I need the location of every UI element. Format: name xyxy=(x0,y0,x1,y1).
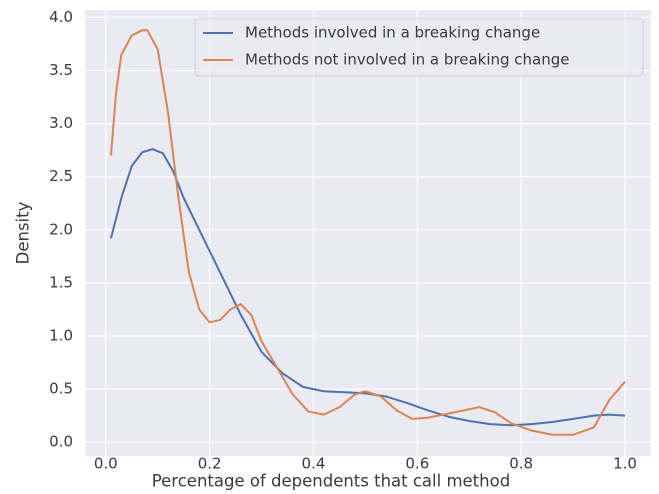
x-tick-label: 1.0 xyxy=(613,455,637,473)
y-tick-label: 4.0 xyxy=(49,8,73,26)
y-tick-label: 2.0 xyxy=(49,220,73,238)
y-tick-label: 3.0 xyxy=(49,114,73,132)
line-series xyxy=(109,29,626,436)
x-tick-label: 0.6 xyxy=(405,455,429,473)
x-tick-label: 0.4 xyxy=(302,455,326,473)
x-tick-label: 0.2 xyxy=(198,455,222,473)
x-tick-label: 0.8 xyxy=(509,455,533,473)
legend-label: Methods involved in a breaking change xyxy=(245,24,540,42)
y-tick-label: 3.5 xyxy=(49,61,73,79)
x-tick-label: 0.0 xyxy=(94,455,118,473)
y-axis-label: Density xyxy=(14,201,33,264)
y-tick-label: 2.5 xyxy=(49,167,73,185)
y-tick-label: 1.5 xyxy=(49,273,73,291)
y-tick-label: 0.0 xyxy=(49,433,73,451)
y-tick-label: 1.0 xyxy=(49,327,73,345)
y-tick-label: 0.5 xyxy=(49,380,73,398)
legend-box xyxy=(194,17,644,77)
x-axis-label: Percentage of dependents that call metho… xyxy=(152,472,510,491)
line-series xyxy=(109,148,626,427)
plot-area xyxy=(85,10,651,456)
legend-label: Methods not involved in a breaking chang… xyxy=(245,51,570,69)
